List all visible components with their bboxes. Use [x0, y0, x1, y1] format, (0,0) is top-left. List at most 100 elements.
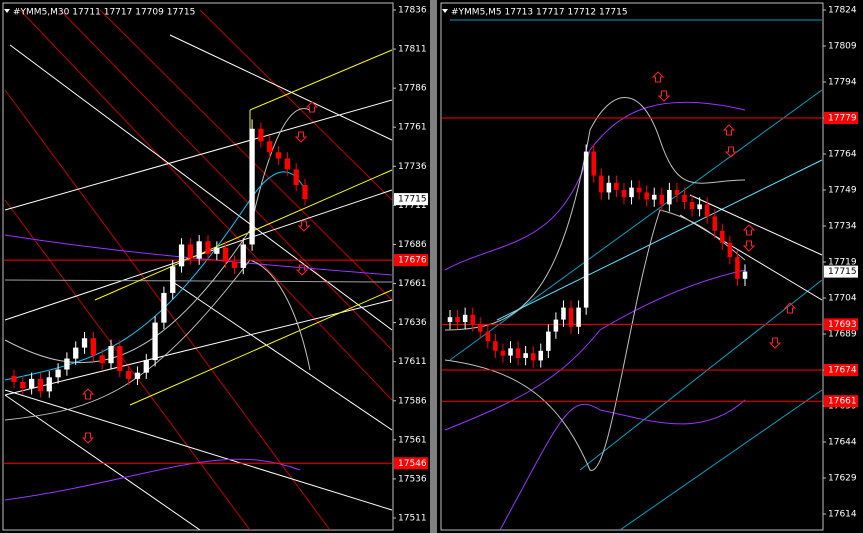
up-arrow [305, 101, 319, 113]
candle-body [152, 322, 158, 361]
candle-body [689, 202, 695, 210]
y-tick-label: 17636 [398, 318, 427, 328]
level-label: 17779 [828, 114, 857, 124]
candle-body [742, 271, 748, 279]
candle-body [583, 151, 589, 308]
candle-body [20, 382, 26, 389]
candle-body [477, 324, 483, 332]
y-tick-label: 17704 [828, 294, 857, 304]
candle-body [55, 369, 61, 378]
chart-title: #YMM5,M30 17711 17717 17709 17715 [13, 8, 195, 18]
menu-arrow[interactable] [442, 9, 448, 13]
candle-body [515, 348, 521, 358]
plot-frame [440, 2, 824, 531]
down-arrow [724, 146, 738, 158]
candle-body [125, 371, 132, 379]
down-arrow [294, 131, 308, 143]
candle-body [614, 182, 619, 190]
candle-body [302, 185, 308, 200]
candle-body [462, 314, 468, 322]
candle-body [606, 182, 612, 193]
candle-body [697, 204, 702, 210]
candle-body [651, 194, 657, 200]
y-tick-label: 17809 [828, 42, 857, 52]
candle-body [523, 353, 528, 358]
price-label-box [394, 193, 428, 206]
y-tick-label: 17794 [828, 78, 857, 88]
plot [4, 119, 392, 464]
candle-body [143, 360, 149, 373]
y-tick-label: 17749 [828, 186, 857, 196]
candle-body [659, 194, 665, 205]
candle-body [284, 158, 291, 170]
y-tick-label: 17511 [398, 514, 427, 524]
y-tick-label: 17561 [398, 435, 427, 445]
candle-body [240, 244, 246, 268]
y-tick-label: 17629 [828, 474, 857, 484]
candle-body [644, 192, 649, 200]
candle-body [90, 338, 97, 356]
candle-body [108, 346, 114, 364]
candle-body [561, 307, 566, 320]
candle-body [485, 331, 491, 342]
candle-body [28, 378, 35, 389]
y-tick-label: 17689 [828, 330, 857, 340]
candle-body [134, 372, 141, 379]
candle-body [599, 175, 604, 193]
up-arrow [81, 388, 95, 400]
candle-body [720, 230, 725, 243]
y-tick-label: 17644 [828, 438, 857, 448]
y-tick-label: 17764 [828, 150, 857, 160]
menu-arrow[interactable] [4, 9, 10, 13]
candle-body [11, 375, 17, 383]
candle-body [530, 353, 536, 361]
candle-body [205, 241, 211, 254]
down-arrow [297, 220, 311, 232]
candle-body [196, 241, 202, 259]
candle-body [275, 152, 282, 159]
current-price: 17715 [828, 267, 857, 277]
candle-body [73, 347, 79, 359]
y-tick-label: 17611 [398, 357, 427, 367]
plot-frame [2, 2, 394, 531]
candle-body [214, 247, 220, 254]
candle-body [267, 141, 273, 153]
y-tick-label: 17836 [398, 6, 427, 16]
level-label-box [824, 364, 858, 376]
candle-body [546, 331, 551, 351]
level-label-box [824, 395, 858, 408]
level-label: 17676 [398, 256, 427, 266]
candle-body [591, 151, 596, 176]
candle-body [81, 338, 88, 348]
candle-body [674, 190, 680, 195]
level-label-box [824, 112, 858, 124]
candle-body [568, 307, 574, 327]
candle-body [231, 261, 238, 268]
current-price: 17715 [398, 195, 427, 205]
candle-body [576, 307, 581, 327]
candle-body [249, 128, 255, 245]
down-arrow [657, 90, 671, 102]
candle-body [538, 350, 544, 361]
candle-body [667, 190, 672, 205]
y-tick-label: 17824 [828, 6, 857, 16]
indicator-lines [444, 19, 823, 530]
candle-body [470, 314, 475, 325]
candle-body [46, 377, 52, 392]
level-label-box [394, 254, 428, 267]
y-tick-label: 17736 [398, 162, 427, 172]
candle-body [258, 128, 264, 142]
level-label: 17546 [398, 459, 427, 469]
chart-panel [437, 0, 863, 533]
y-tick-label: 17586 [398, 396, 427, 406]
y-tick-label: 17761 [398, 123, 427, 133]
candle-body [712, 216, 718, 231]
down-arrow [81, 432, 95, 444]
y-tick-label: 17686 [398, 240, 427, 250]
plot [442, 117, 822, 402]
candle-body [493, 341, 498, 351]
candle-body [500, 350, 506, 356]
candle-body [37, 378, 44, 392]
